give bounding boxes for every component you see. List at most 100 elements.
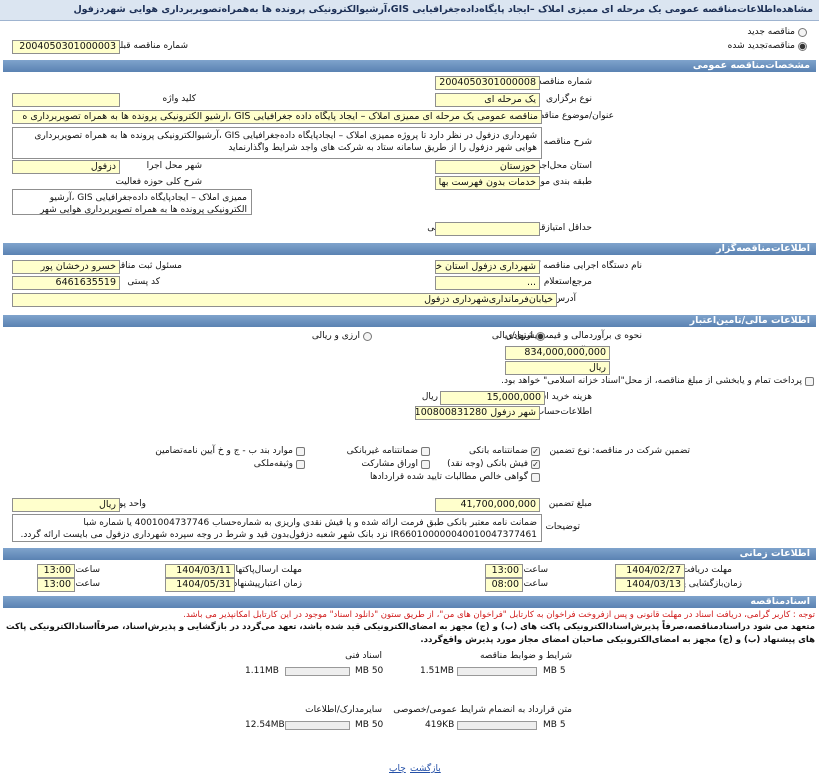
- field-value: 13:00: [37, 564, 75, 578]
- field-label: شرح مناقصه: [543, 137, 592, 147]
- commitment: متعهد می شود دراسناد‌مناقصه،صرفاً پذیرش‌…: [6, 622, 815, 645]
- field-value: دزفول: [12, 160, 120, 174]
- field-value: ریال: [12, 498, 120, 512]
- text-area: ضمانت نامه معتبر بانکی طبق فرمت ارائه شد…: [12, 514, 542, 542]
- field-label: ساعت: [75, 565, 101, 575]
- field-value: 13:00: [485, 564, 523, 578]
- checkbox[interactable]: [531, 447, 540, 456]
- field-label: وثیقه‌ملکی: [253, 459, 293, 469]
- field-label: فیش بانکی (وجه نقد): [447, 459, 528, 469]
- field-label: مناقصه جدید: [747, 27, 795, 37]
- file-size: 419KB: [425, 720, 455, 730]
- field-label: اسناد فنی: [345, 651, 382, 661]
- field-label: ضمانتنامه غیربانکی: [346, 446, 418, 456]
- field-value: [435, 222, 540, 236]
- section-header: اطلاعات‌مناقصه‌گزار: [3, 243, 816, 255]
- file-size: 12.54MB: [245, 720, 285, 730]
- field-value: مناقصه عمومی یک مرحله ای ممیزی املاک – ا…: [12, 110, 542, 124]
- field-label: شماره مناقصه: [537, 77, 592, 87]
- field-label: شرح کلی حوزه فعالیت: [115, 177, 202, 187]
- file-max: 50 MB: [355, 666, 384, 676]
- size-bar: [457, 667, 537, 676]
- field-label: مهلت دریافت اسناد: [659, 565, 732, 575]
- radio-button[interactable]: [798, 42, 807, 51]
- checkbox[interactable]: [805, 377, 814, 386]
- field-label: مهلت ارسال‌پاکتهای‌پیشنهاد: [201, 565, 302, 575]
- field-value: 1404/05/31: [165, 578, 235, 592]
- field-value: 13:00: [37, 578, 75, 592]
- checkbox[interactable]: [421, 447, 430, 456]
- section-header: اطلاعات زمانی: [3, 548, 816, 560]
- field-value: شهر دزفول 100800831280: [415, 406, 540, 420]
- field-value: 08:00: [485, 578, 523, 592]
- field-value: شهرداری دزفول استان خوز: [435, 260, 540, 274]
- field-label: ارزی/ریالی: [491, 331, 533, 341]
- field-label: عنوان/موضوع مناقصه: [531, 111, 614, 121]
- file-max: 5 MB: [543, 720, 566, 730]
- radio-button[interactable]: [536, 332, 545, 341]
- field-label: زمان‌بازگشایی پاکتها: [666, 579, 742, 589]
- field-label: مناقصه‌تجدید شده: [727, 41, 795, 51]
- radio-button[interactable]: [798, 28, 807, 37]
- checkbox[interactable]: [531, 473, 540, 482]
- field-label: مسئول ثبت مناقصه: [108, 261, 182, 271]
- field-label: نام دستگاه اجرایی مناقصه گزار: [524, 261, 642, 271]
- field-value: یک مرحله ای: [435, 93, 540, 107]
- field-value: خسرو درخشان پور: [12, 260, 120, 274]
- field-value: 2004050301000008: [435, 76, 540, 90]
- field-label: ریال: [421, 392, 438, 402]
- field-value: 1404/03/11: [165, 564, 235, 578]
- field-label: شماره مناقصه قبلی: [113, 41, 188, 51]
- text-area: شهرداری دزفول در نظر دارد تا پروژه ممیزی…: [12, 127, 542, 159]
- field-label: توضیحات: [545, 522, 580, 532]
- field-value: 6461635519: [12, 276, 120, 290]
- field-value: ریال: [505, 361, 610, 375]
- section-header: اطلاعات مالی/تامین‌اعتبار: [3, 315, 816, 327]
- field-label: مرجع‌استعلام: [543, 277, 592, 287]
- size-bar: [285, 721, 350, 730]
- field-label: کلید واژه: [162, 94, 196, 104]
- field-label: نحوه ی برآوردمالی و قیمت‌پیشنهادی: [506, 331, 642, 341]
- field-label: ضمانتنامه بانکی: [469, 446, 528, 456]
- field-label: گواهی خالص مطالبات تایید شده قراردادها: [370, 472, 528, 482]
- file-max: 50 MB: [355, 720, 384, 730]
- field-value: 834,000,000,000: [505, 346, 610, 360]
- field-value: 2004050301000003: [12, 40, 120, 54]
- field-value: 1404/03/13: [615, 578, 685, 592]
- field-label: آدرس: [554, 294, 576, 304]
- field-label: شرایط و ضوابط مناقصه: [479, 651, 572, 661]
- field-label: واحد پول: [112, 499, 146, 509]
- field-label: اوراق مشارکت: [361, 459, 418, 469]
- field-label: طبقه بندی موضوعی: [515, 177, 592, 187]
- text-area: ممیزی املاک – ایجادپایگاه داده‌جغرافیایی…: [12, 189, 252, 215]
- checkbox[interactable]: [531, 460, 540, 469]
- file-max: 5 MB: [543, 666, 566, 676]
- back-link[interactable]: بازگشت: [410, 764, 441, 774]
- checkbox[interactable]: [296, 460, 305, 469]
- field-value: 41,700,000,000: [435, 498, 540, 512]
- checkbox[interactable]: [296, 447, 305, 456]
- field-label: هزینه خرید اسناد: [529, 392, 592, 402]
- file-size: 1.11MB: [245, 666, 279, 676]
- field-value: 1404/02/27: [615, 564, 685, 578]
- print-link[interactable]: چاپ: [389, 764, 406, 774]
- size-bar: [457, 721, 537, 730]
- field-label: مبلغ تضمین: [548, 499, 592, 509]
- field-label: ساعت: [523, 579, 549, 589]
- radio-button[interactable]: [363, 332, 372, 341]
- field-value: 15,000,000: [440, 391, 545, 405]
- field-label: استان محل‌اجرا: [534, 161, 592, 171]
- field-label: کد پستی: [127, 277, 160, 287]
- field-label: زمان اعتبارپیشنهاد: [233, 579, 302, 589]
- field-label: ساعت: [523, 565, 549, 575]
- field-label: پرداخت تمام و یابخشی از مبلغ مناقصه، از …: [501, 376, 802, 386]
- field-label: ارزی و ریالی: [311, 331, 360, 341]
- file-size: 1.51MB: [420, 666, 454, 676]
- field-value: [12, 93, 120, 107]
- checkbox[interactable]: [421, 460, 430, 469]
- field-value: خدمات بدون فهرست بها: [435, 176, 540, 190]
- field-value: خوزستان: [435, 160, 540, 174]
- size-bar: [285, 667, 350, 676]
- notice: توجه : کاربر گرامی، دریافت اسناد در مهلت…: [183, 610, 815, 620]
